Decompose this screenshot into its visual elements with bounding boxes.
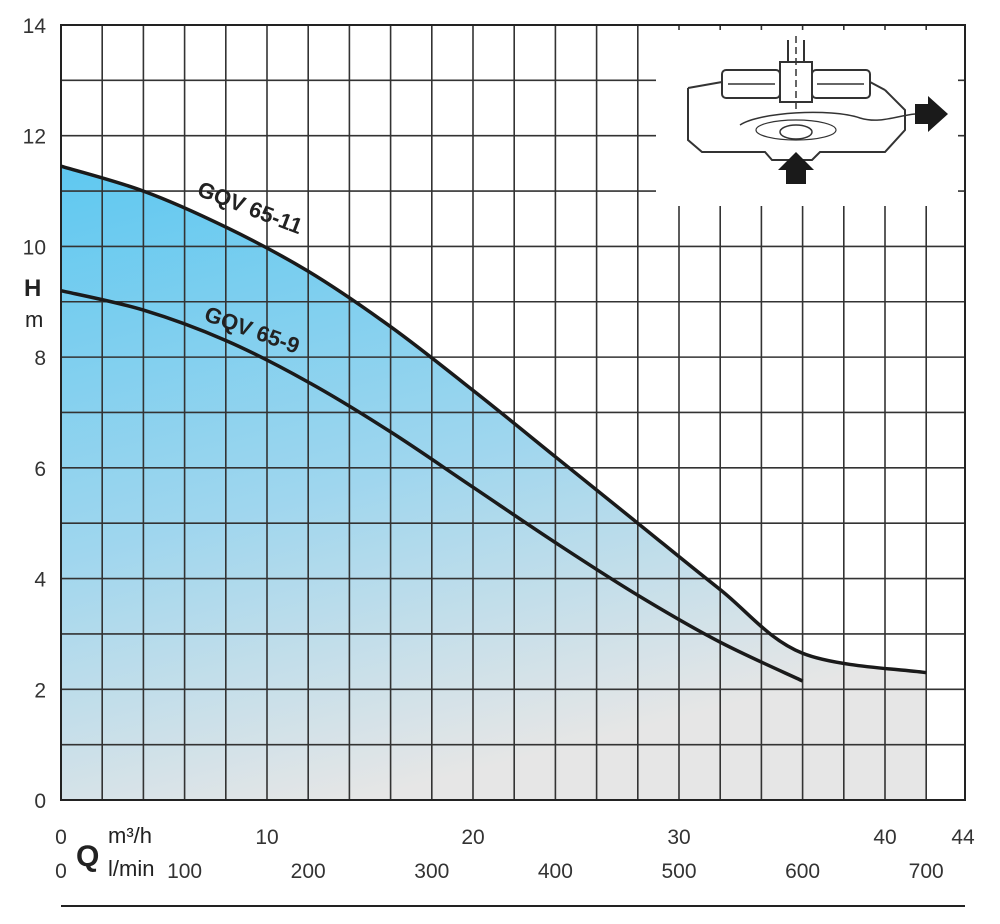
x-tick-label-secondary: 700 — [909, 860, 944, 883]
x-tick-label-primary: 20 — [461, 826, 484, 849]
y-tick-label: 0 — [34, 790, 46, 813]
plot-frame — [60, 24, 966, 801]
x-tick-label-primary: 44 — [951, 826, 975, 849]
x-tick-label-secondary: 500 — [661, 860, 696, 883]
curve-gqv-65-11 — [60, 164, 927, 675]
x-tick-label-primary: 10 — [255, 826, 278, 849]
x-tick-label-secondary: 0 — [55, 860, 67, 883]
x-tick-label-secondary: 200 — [291, 860, 326, 883]
x-axis-ticks-primary: 0 10 20 30 40 44 — [55, 826, 975, 849]
y-tick-label: 4 — [34, 569, 46, 592]
y-axis-unit: m — [25, 307, 43, 332]
x-tick-label-secondary: 100 — [167, 860, 202, 883]
x-tick-label-secondary: 400 — [538, 860, 573, 883]
x-axis-unit-secondary: l/min — [108, 856, 154, 881]
x-tick-label-secondary: 300 — [414, 860, 449, 883]
x-axis-ticks-secondary: 0 100 200 300 400 500 600 700 — [55, 860, 944, 883]
x-tick-label-primary: 40 — [873, 826, 896, 849]
x-axis-unit-primary: m³/h — [108, 823, 152, 848]
y-tick-label: 2 — [34, 679, 46, 702]
x-axis-label: Q — [76, 840, 99, 873]
y-axis-label: H — [24, 275, 41, 302]
y-tick-label: 10 — [23, 236, 46, 259]
x-tick-label-primary: 0 — [55, 826, 67, 849]
x-tick-label-primary: 30 — [667, 826, 690, 849]
pump-impeller-diagram-icon — [656, 30, 958, 206]
y-tick-label: 12 — [23, 126, 46, 149]
y-tick-label: 8 — [34, 347, 46, 370]
y-tick-label: 6 — [34, 458, 46, 481]
x-tick-label-secondary: 600 — [785, 860, 820, 883]
y-axis-ticks: 0 2 4 6 8 10 12 14 — [23, 15, 47, 813]
y-tick-label: 14 — [23, 15, 47, 38]
curve-area-fill — [61, 166, 927, 800]
curve-gqv-65-9 — [60, 288, 804, 683]
